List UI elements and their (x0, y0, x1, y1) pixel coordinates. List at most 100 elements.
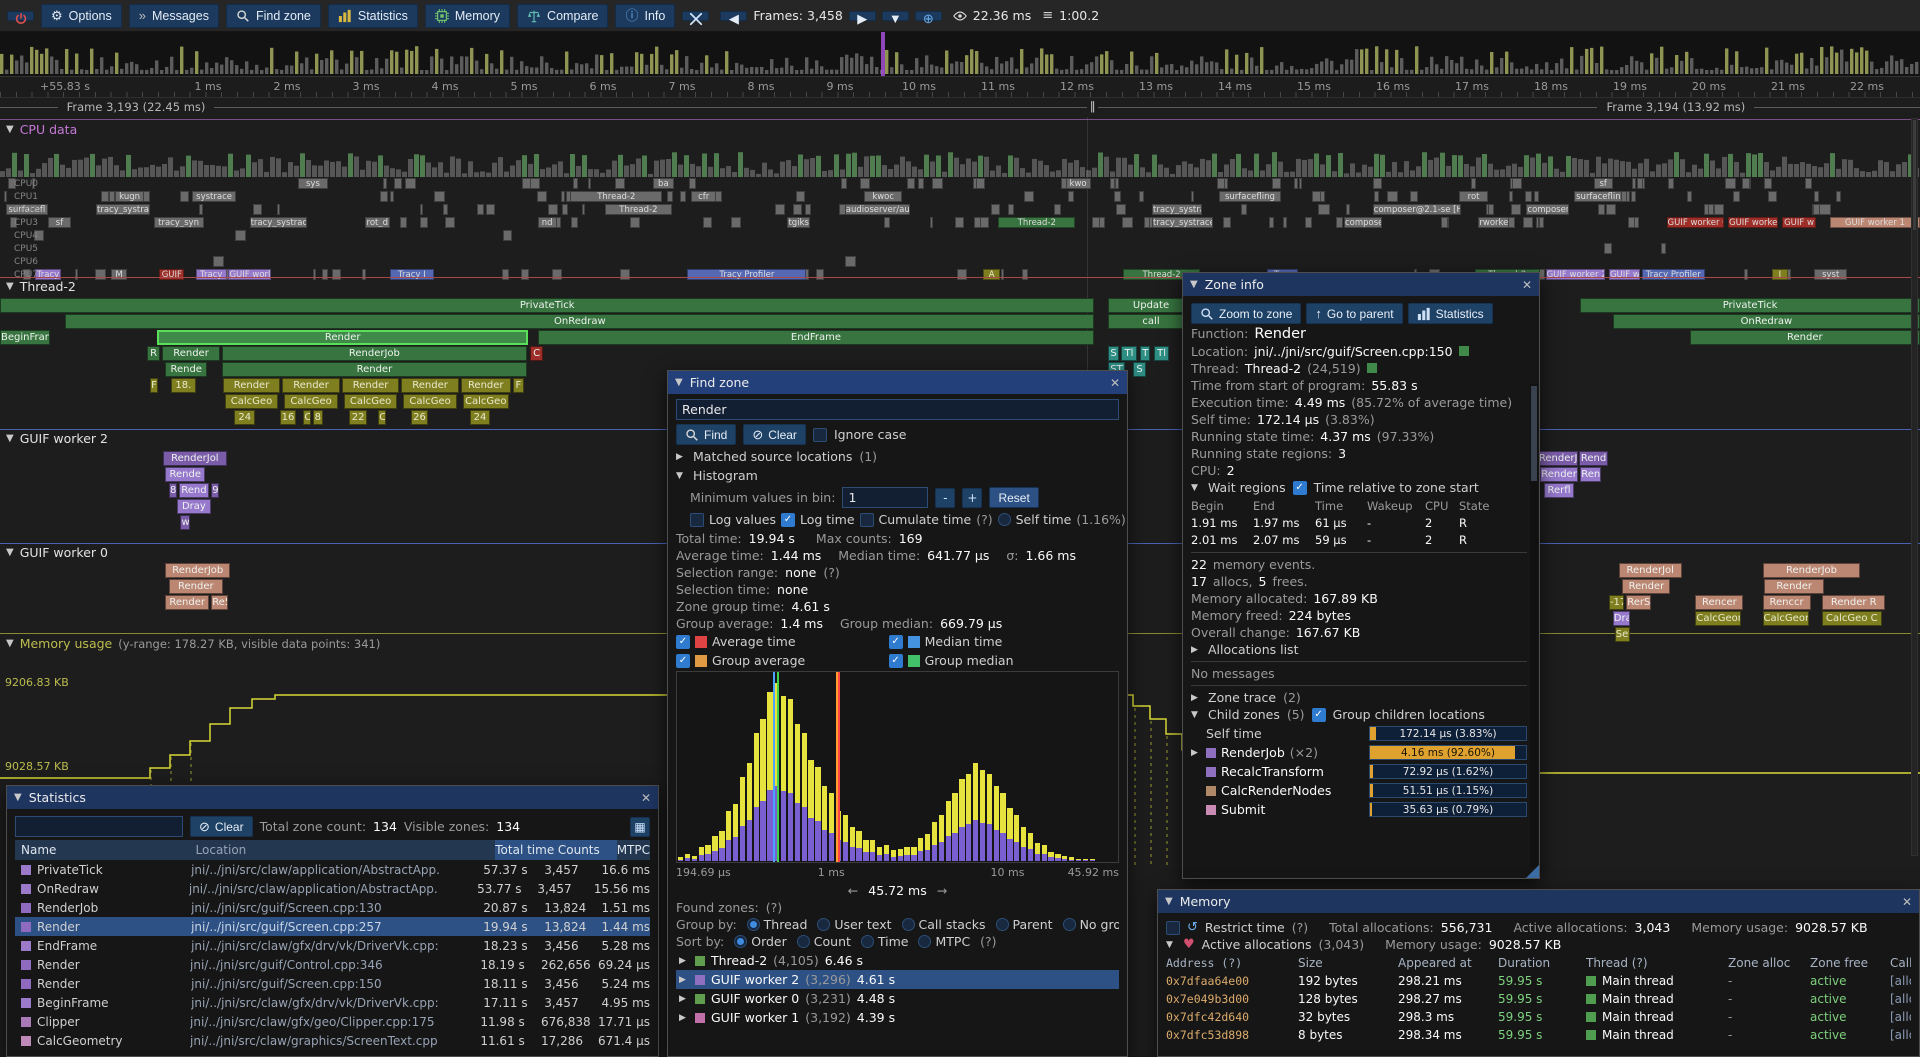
cpu-activity-segment[interactable] (571, 217, 578, 228)
zone-statistics-button[interactable]: Statistics (1407, 303, 1493, 324)
cpu-activity-segment[interactable] (235, 230, 247, 241)
expand-icon[interactable]: ▶ (679, 993, 686, 1004)
frame-select-button[interactable]: ▼ (881, 10, 909, 25)
sort-by-order[interactable]: Order (734, 934, 787, 949)
scrollbar-thumb[interactable] (1913, 120, 1916, 230)
sort-by-mtpc[interactable]: MTPC (918, 934, 970, 949)
messages-button[interactable]: » Messages (128, 3, 219, 28)
cpu-zone-segment[interactable]: composer@ (1526, 204, 1569, 215)
cpu-activity-segment[interactable] (1631, 191, 1637, 202)
timeline-zone[interactable]: Rend (178, 483, 210, 498)
cpu-activity-segment[interactable] (331, 269, 341, 280)
timeline-zone[interactable]: OnRedraw (1612, 314, 1920, 329)
cpu-activity-segment[interactable] (844, 256, 856, 267)
found-zone-group[interactable]: ▶ GUIF worker 2 (3,296) 4.61 s (676, 970, 1119, 989)
cpu-activity-segment[interactable] (551, 269, 562, 280)
cpu-activity-segment[interactable] (587, 178, 591, 189)
focus-button[interactable]: ⊕ (914, 10, 942, 25)
allocation-row[interactable]: 0x7dfc42d640 32 bytes 298.3 ms 59.95 s Main … (1166, 1008, 1911, 1026)
timeline-zone[interactable]: CalcGeo (462, 394, 509, 409)
clear-button[interactable]: ⊘ Clear (743, 424, 806, 445)
cpu-zone-segment[interactable]: kwoc (864, 191, 903, 202)
thread-header[interactable]: ▼ GUIF worker 2 (6, 431, 108, 446)
allocation-row[interactable]: 0x7e049b3d00 128 bytes 298.27 ms 59.95 s Mai… (1166, 990, 1911, 1008)
cpu-activity-segment[interactable] (1115, 178, 1119, 189)
thread-value[interactable]: Thread-2 (1244, 361, 1302, 376)
cpu-activity-segment[interactable] (95, 269, 106, 280)
cpu-zone-segment[interactable]: tracy_systrace (249, 217, 308, 228)
increment-button[interactable]: + (962, 487, 983, 508)
resize-handle[interactable] (1526, 865, 1539, 878)
cpu-zone-segment[interactable]: M (111, 269, 127, 280)
legend-median-time[interactable]: Median time (888, 634, 1102, 649)
cpu-activity-segment[interactable] (1345, 204, 1350, 215)
collapse-icon[interactable]: ▼ (1191, 482, 1198, 493)
cpu-activity-segment[interactable] (980, 217, 989, 228)
cpu-activity-segment[interactable] (1299, 178, 1302, 189)
cpu-activity-segment[interactable] (485, 204, 496, 215)
cpu-activity-segment[interactable] (3, 191, 7, 202)
alloc-call-stack[interactable]: [alloc] [free] (1890, 1028, 1911, 1042)
child-zone-row[interactable]: ▶ RenderJob (×2) 4.16 ms (92.60%) (1191, 743, 1527, 762)
timeline-zone[interactable]: S (1132, 362, 1147, 377)
column-mtpc[interactable]: MTPC (616, 843, 650, 857)
group-by-no-grouping[interactable]: No grouping (1062, 917, 1119, 932)
expand-icon[interactable]: ▶ (679, 955, 686, 966)
go-to-parent-button[interactable]: ↑ Go to parent (1306, 303, 1403, 324)
alloc-address[interactable]: 0x7dfc53d898 (1166, 1028, 1250, 1042)
collapse-icon[interactable]: ▼ (676, 470, 683, 481)
cpu-activity-segment[interactable] (8, 178, 16, 189)
timeline-zone[interactable]: Re5 (211, 595, 229, 610)
cpu-activity-segment[interactable] (1604, 243, 1613, 254)
timeline-zone[interactable]: Tl (1153, 346, 1170, 361)
timeline-zone[interactable]: RenderJob (221, 346, 528, 361)
cpu-activity-segment[interactable] (561, 204, 568, 215)
compare-button[interactable]: Compare (517, 3, 609, 28)
legend-checkbox[interactable] (888, 653, 903, 668)
timeline-zone[interactable]: Render (401, 378, 459, 393)
alloc-call-stack[interactable]: [alloc] [free] (1890, 974, 1911, 988)
timeline-zone[interactable]: Rende (165, 467, 206, 482)
radio-icon[interactable] (1062, 918, 1076, 931)
timeline-zone[interactable]: 8 (168, 483, 177, 498)
timeline-zone[interactable]: Rende (165, 362, 208, 377)
cpu-zone-segment[interactable]: surfaceflin (1574, 191, 1623, 202)
radio-icon[interactable] (901, 918, 915, 931)
expand-icon[interactable]: ▶ (1191, 747, 1198, 758)
expand-icon[interactable]: ▶ (679, 1012, 686, 1023)
cpu-activity-segment[interactable] (75, 269, 79, 280)
cpu-activity-segment[interactable] (420, 217, 428, 228)
help-marker[interactable]: (?) (976, 512, 993, 527)
timeline-zone[interactable]: Render R (1822, 595, 1886, 610)
cpu-activity-segment[interactable] (277, 204, 281, 215)
radio-icon[interactable] (796, 935, 810, 948)
cpu-zone-segment[interactable]: I (1772, 269, 1788, 280)
allocation-row[interactable]: 0x7dfaa64e00 192 bytes 298.21 ms 59.95 s Mai… (1166, 972, 1911, 990)
cpu-activity-segment[interactable] (1372, 178, 1382, 189)
cpu-activity-segment[interactable] (199, 204, 204, 215)
cpu-activity-segment[interactable] (390, 191, 394, 202)
cpu-activity-segment[interactable] (805, 204, 811, 215)
timeline-zone[interactable]: C (529, 346, 544, 361)
timeline-zone[interactable]: CalcGeo C (1822, 611, 1882, 626)
cpu-activity-segment[interactable] (620, 269, 631, 280)
timeline-zone[interactable]: Rend (1579, 451, 1608, 466)
cpu-activity-segment[interactable] (1743, 269, 1748, 280)
allocation-row[interactable]: 0x7dfc53d898 8 bytes 298.34 ms 59.95 s Main … (1166, 1026, 1911, 1044)
collapse-icon[interactable]: ▼ (1191, 709, 1198, 720)
cpu-activity-segment[interactable] (433, 191, 446, 202)
column-location[interactable]: Location (195, 843, 247, 857)
cpu-zone-segment[interactable]: GUIF (159, 269, 185, 280)
cpu-activity-segment[interactable] (974, 217, 981, 228)
cpu-activity-segment[interactable] (581, 204, 586, 215)
column-counts[interactable]: Counts (557, 840, 617, 860)
cpu-activity-segment[interactable] (536, 191, 547, 202)
cpu-activity-segment[interactable] (1525, 191, 1533, 202)
help-marker[interactable]: (?) (765, 900, 783, 915)
statistics-titlebar[interactable]: ▼ Statistics ✕ (7, 786, 658, 809)
cpu-activity-segment[interactable] (383, 178, 387, 189)
wait-column-time[interactable]: Time (1315, 498, 1344, 513)
cpu-zone-segment[interactable]: Tracy I (389, 269, 434, 280)
timeline-zone[interactable]: Rencer (1695, 595, 1744, 610)
alloc-address[interactable]: 0x7dfaa64e00 (1166, 974, 1250, 988)
